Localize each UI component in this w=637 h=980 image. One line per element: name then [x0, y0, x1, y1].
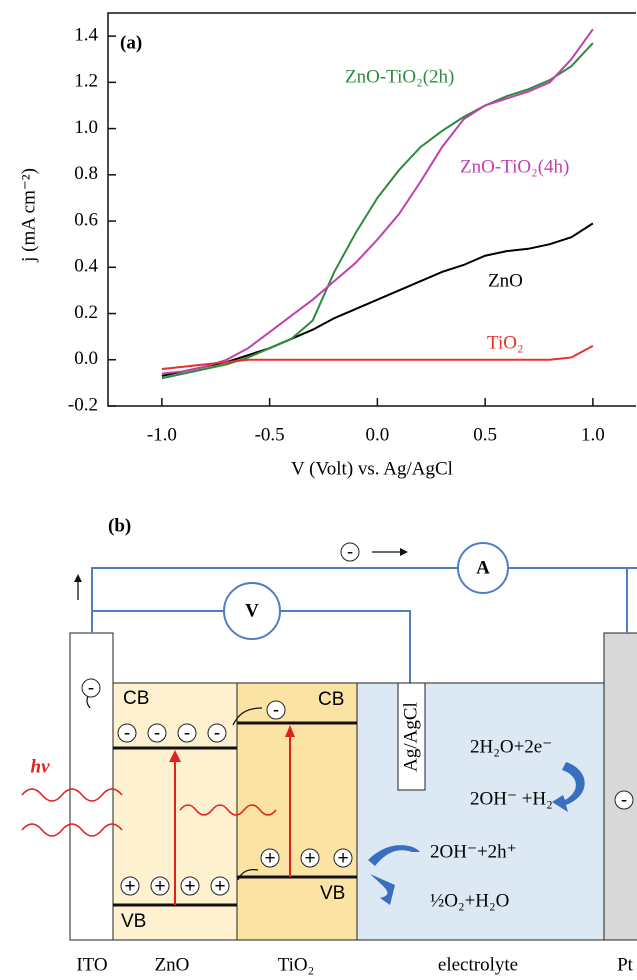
ammeter-label: A	[476, 557, 490, 578]
reaction: 2H₂O+2e⁻	[470, 736, 552, 757]
x-tick-label: 0.5	[473, 424, 497, 445]
light-wave	[21, 788, 277, 837]
electron-sign: -	[154, 723, 160, 744]
series-label: ZnO	[488, 270, 523, 291]
y-tick-label: 0.0	[74, 348, 98, 369]
hole-sign: +	[304, 848, 315, 869]
voltmeter	[223, 582, 281, 640]
reference-label: Ag/AgCl	[400, 702, 421, 772]
hole-symbol	[150, 876, 170, 896]
hole-sign: +	[214, 876, 225, 897]
electron-sign: -	[184, 723, 190, 744]
electron-sign: -	[88, 678, 94, 699]
series-line	[161, 42, 594, 380]
series-label: ZnO-TiO₂(4h)	[460, 156, 569, 177]
reference-electrode	[397, 682, 426, 791]
tio2-layer	[236, 682, 358, 941]
reaction: 2OH⁻ +H₂	[470, 788, 553, 809]
y-tick-label: 0.8	[74, 163, 98, 184]
electron-sign: -	[124, 723, 130, 744]
x-axis-label: V (Volt) vs. Ag/AgCl	[291, 458, 453, 479]
layer-label: ITO	[76, 954, 107, 975]
electron-symbol	[340, 542, 360, 562]
light-label: hv	[31, 756, 51, 777]
y-tick-label: -0.2	[68, 394, 98, 415]
hole-symbol	[120, 876, 140, 896]
y-tick-label: 1.0	[74, 117, 98, 138]
charges: - - - - - - - - + + + + + + +	[81, 542, 634, 897]
hole-symbol	[180, 876, 200, 896]
y-tick-label: 0.2	[74, 302, 98, 323]
electron-symbol	[81, 678, 101, 698]
excitation	[174, 731, 291, 905]
hole-sign: +	[154, 876, 165, 897]
hole-sign: +	[124, 876, 135, 897]
y-tick-label: 0.4	[74, 256, 98, 277]
axis-frame	[107, 12, 636, 407]
hole-symbol	[260, 848, 280, 868]
hole-symbol	[210, 876, 230, 896]
hole-sign: +	[337, 848, 348, 869]
series-line	[161, 222, 594, 377]
panel-b: (b) A V Ag/AgCl hv ITO ZnO TiO₂ electrol…	[21, 515, 637, 975]
electron-symbol	[117, 723, 137, 743]
hole-symbol	[333, 848, 353, 868]
electron-symbol	[266, 700, 286, 720]
hole-sign: +	[264, 848, 275, 869]
reduction-arrow	[552, 762, 585, 812]
hole-sign: +	[184, 876, 195, 897]
electron-sign: -	[273, 700, 279, 721]
series-label: TiO₂	[487, 332, 524, 353]
electron-symbol	[614, 790, 634, 810]
band-label: CB	[123, 688, 149, 709]
electron-symbol	[177, 723, 197, 743]
oxidation-arrow	[368, 845, 420, 905]
chart-title: (a)	[120, 32, 142, 53]
y-tick-label: 1.2	[74, 71, 98, 92]
panel-a: (a) V (Volt) vs. Ag/AgCl j (mA cm⁻²) -0.…	[18, 12, 636, 479]
transfer-arrow	[77, 551, 405, 881]
electron-sign: -	[347, 542, 353, 563]
layer-label: ZnO	[155, 954, 190, 975]
layer-label: Pt	[617, 954, 634, 975]
band-label: VB	[121, 911, 146, 932]
y-tick-label: 1.4	[74, 24, 98, 45]
x-tick-label: 0.0	[366, 424, 390, 445]
electron-symbol	[147, 723, 167, 743]
pt-electrode	[603, 632, 637, 941]
wire	[91, 567, 637, 683]
band-label: VB	[320, 883, 345, 904]
series-line	[161, 345, 594, 371]
x-tick-label: -0.5	[255, 424, 285, 445]
panel-title: (b)	[108, 515, 131, 536]
layer-label: TiO₂	[278, 954, 315, 975]
band-label: CB	[318, 689, 344, 710]
electron-sign: -	[621, 790, 627, 811]
voltmeter-label: V	[245, 600, 259, 621]
x-tick-label: 1.0	[581, 424, 605, 445]
x-tick-label: -1.0	[147, 424, 177, 445]
layer-label: electrolyte	[438, 954, 518, 975]
y-axis-label: j (mA cm⁻²)	[18, 168, 39, 263]
electron-sign: -	[214, 723, 220, 744]
series-line	[161, 28, 594, 375]
y-tick-label: 0.6	[74, 209, 98, 230]
hole-symbol	[300, 848, 320, 868]
ammeter	[457, 542, 509, 594]
reaction: ½O₂+H₂O	[430, 890, 509, 911]
series-label: ZnO-TiO₂(2h)	[345, 66, 454, 87]
electron-symbol	[207, 723, 227, 743]
reaction: 2OH⁻+2h⁺	[430, 841, 517, 862]
